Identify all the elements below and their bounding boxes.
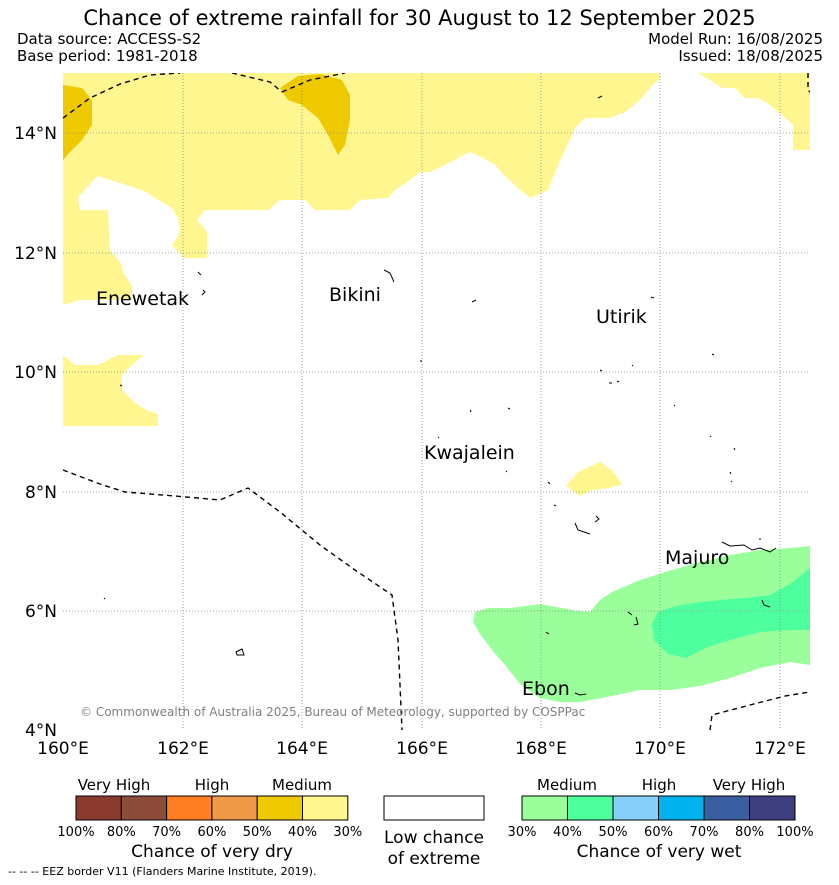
place-label-majuro: Majuro xyxy=(665,547,729,569)
place-label-enewetak: Enewetak xyxy=(96,288,189,310)
lat-tick-8n: 8°N xyxy=(25,483,57,503)
lon-tick-164e: 164°E xyxy=(276,739,328,759)
dry-medium-light-region-east xyxy=(698,73,810,150)
dry-legend-percent: 30% xyxy=(333,825,362,840)
issued-label: Issued: 18/08/2025 xyxy=(678,47,823,65)
atoll-outlines xyxy=(103,95,777,696)
dry-legend-percent: 100% xyxy=(57,825,94,840)
lat-tick-14n: 14°N xyxy=(14,124,57,144)
wet-legend-caption: Chance of very wet xyxy=(577,842,742,862)
low-chance-label-line1: Low chance xyxy=(384,828,484,848)
dry-level-high: High xyxy=(195,776,229,794)
lon-tick-168e: 168°E xyxy=(515,739,567,759)
dry-legend-percent: 80% xyxy=(107,825,136,840)
dry-medium-light-region xyxy=(63,73,660,305)
wet-legend-percent: 80% xyxy=(735,825,764,840)
dry-legend: Very High High Medium 100% 80% 70% 60% 50% 40… xyxy=(57,776,362,862)
wet-legend: Medium High Very High 30% 40% 50% 60% 70% 80%… xyxy=(508,776,814,862)
low-chance-swatch xyxy=(383,795,485,821)
low-chance-label-line2: of extreme xyxy=(388,849,481,869)
dry-legend-swatch xyxy=(120,795,168,821)
dry-legend-swatch xyxy=(302,795,349,821)
wet-level-medium: Medium xyxy=(537,776,597,794)
dry-medium-light-region-west xyxy=(63,355,158,426)
dry-legend-percent: 50% xyxy=(243,825,272,840)
dry-legend-swatch xyxy=(256,795,304,821)
wet-level-very-high: Very High xyxy=(713,776,786,794)
lon-tick-166e: 166°E xyxy=(396,739,448,759)
place-label-bikini: Bikini xyxy=(329,284,381,306)
base-period-label: Base period: 1981-2018 xyxy=(17,47,198,65)
lon-tick-160e: 160°E xyxy=(37,739,89,759)
wet-legend-percent: 100% xyxy=(776,825,813,840)
eez-footnote: -- -- -- EEZ border V11 (Flanders Marine… xyxy=(8,865,317,878)
wet-level-high: High xyxy=(642,776,676,794)
dry-legend-swatch xyxy=(166,795,213,821)
wet-legend-percent: 30% xyxy=(508,825,537,840)
lon-tick-172e: 172°E xyxy=(754,739,806,759)
dry-legend-swatch xyxy=(211,795,258,821)
dry-medium-region-north xyxy=(280,74,350,155)
dry-legend-caption: Chance of very dry xyxy=(131,842,293,862)
wet-legend-swatch xyxy=(658,795,705,821)
lon-tick-170e: 170°E xyxy=(634,739,686,759)
place-label-kwajalein: Kwajalein xyxy=(424,442,515,464)
wet-legend-swatch xyxy=(567,795,614,821)
dry-level-very-high: Very High xyxy=(78,776,151,794)
data-source-label: Data source: ACCESS-S2 xyxy=(17,30,202,48)
dry-legend-percent: 60% xyxy=(197,825,226,840)
lat-tick-4n: 4°N xyxy=(25,721,57,741)
dry-legend-percent: 40% xyxy=(288,825,317,840)
wet-legend-percent: 40% xyxy=(553,825,582,840)
low-chance-legend: Low chance of extreme xyxy=(383,795,485,869)
wet-legend-percent: 60% xyxy=(644,825,673,840)
dry-medium-light-patch xyxy=(566,462,622,496)
place-label-ebon: Ebon xyxy=(522,678,570,700)
wet-legend-swatch xyxy=(703,795,750,821)
dry-medium-region-nw xyxy=(63,85,92,160)
lat-tick-10n: 10°N xyxy=(14,363,57,383)
lat-tick-6n: 6°N xyxy=(25,602,57,622)
map-title: Chance of extreme rainfall for 30 August… xyxy=(83,6,756,30)
copyright-notice: © Commonwealth of Australia 2025, Bureau… xyxy=(80,705,586,719)
wet-legend-swatch xyxy=(612,795,659,821)
wet-legend-swatch xyxy=(521,795,568,821)
model-run-label: Model Run: 16/08/2025 xyxy=(648,30,823,48)
dry-legend-swatch xyxy=(75,795,122,821)
place-label-utirik: Utirik xyxy=(596,306,647,328)
lat-tick-12n: 12°N xyxy=(14,244,57,264)
dry-level-medium: Medium xyxy=(272,776,332,794)
wet-legend-percent: 50% xyxy=(599,825,628,840)
wet-medium-region xyxy=(473,546,810,702)
dry-legend-percent: 70% xyxy=(152,825,181,840)
eez-border xyxy=(63,73,810,730)
map-plot-area xyxy=(63,73,810,730)
wet-legend-swatch xyxy=(749,795,796,821)
wet-medium-strong-region xyxy=(652,568,810,658)
wet-legend-percent: 70% xyxy=(690,825,719,840)
lon-tick-162e: 162°E xyxy=(157,739,209,759)
